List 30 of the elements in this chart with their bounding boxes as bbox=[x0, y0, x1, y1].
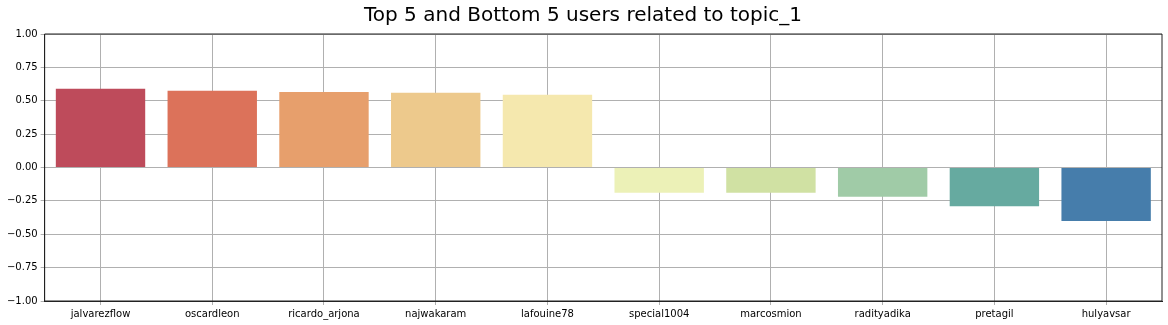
x-tick-label: najwakaram bbox=[405, 307, 467, 319]
x-tick-label: oscardleon bbox=[184, 307, 240, 319]
bar bbox=[502, 94, 593, 167]
y-tick-label: 0.00 bbox=[15, 161, 38, 173]
bar bbox=[726, 168, 816, 193]
bar bbox=[55, 88, 146, 167]
y-tick-label: −1.00 bbox=[6, 294, 38, 306]
y-tick-label: −0.50 bbox=[6, 227, 38, 239]
x-tick-label: special1004 bbox=[629, 307, 690, 319]
y-tick-label: −0.75 bbox=[6, 261, 38, 273]
x-tick-label: ricardo_arjona bbox=[288, 307, 360, 320]
y-tick-label: −0.25 bbox=[6, 194, 38, 206]
x-tick-label: radityadika bbox=[854, 307, 911, 319]
bar bbox=[167, 90, 257, 167]
bar bbox=[279, 92, 369, 167]
x-tick-label: pretagil bbox=[975, 307, 1014, 319]
bar bbox=[837, 168, 928, 197]
x-tick-label: hulyavsar bbox=[1081, 307, 1132, 319]
x-tick-label: jalvarezflow bbox=[69, 307, 131, 319]
y-tick-label: 0.50 bbox=[15, 94, 38, 106]
y-tick-label: 0.25 bbox=[15, 127, 38, 139]
y-tick-label: 0.75 bbox=[15, 60, 38, 72]
bar bbox=[391, 92, 481, 167]
bar bbox=[1061, 168, 1151, 221]
chart-title: Top 5 and Bottom 5 users related to topic_1 bbox=[363, 2, 802, 27]
x-tick-label: lafouine78 bbox=[521, 307, 574, 319]
y-tick-label: 1.00 bbox=[15, 27, 38, 39]
bar bbox=[949, 168, 1040, 207]
bar bbox=[614, 168, 704, 193]
x-tick-label: marcosmion bbox=[740, 307, 802, 319]
